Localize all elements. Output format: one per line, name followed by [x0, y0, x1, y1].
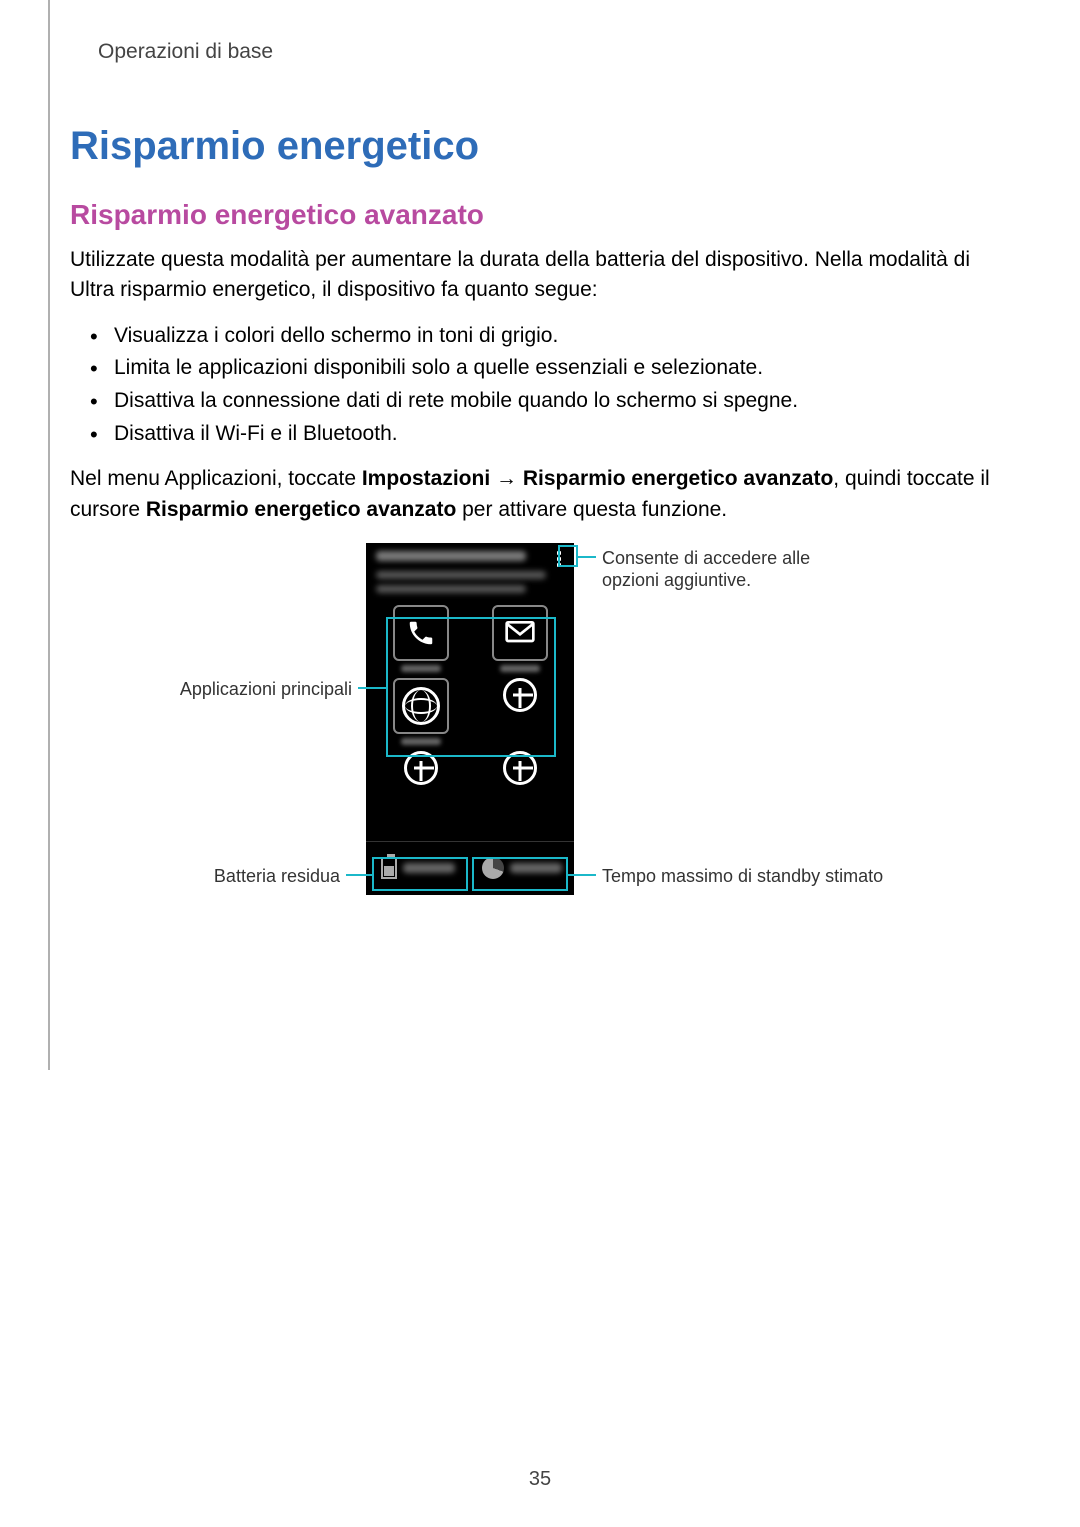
callout-label-standby: Tempo massimo di standby stimato	[602, 865, 922, 888]
breadcrumb: Operazioni di base	[98, 40, 1010, 64]
callout-frame-standby	[472, 857, 568, 891]
text: per attivare questa funzione.	[456, 498, 727, 521]
page-number: 35	[0, 1468, 1080, 1491]
page-content: Operazioni di base Risparmio energetico …	[0, 0, 1080, 923]
instruction-paragraph: Nel menu Applicazioni, toccate Impostazi…	[70, 464, 1010, 525]
bold-text: Impostazioni	[362, 467, 490, 490]
leader-line	[568, 874, 596, 876]
callout-frame-overflow	[558, 545, 578, 567]
heading-1: Risparmio energetico	[70, 124, 1010, 169]
callout-label-battery: Batteria residua	[180, 865, 340, 888]
bold-text: Risparmio energetico avanzato	[523, 467, 833, 490]
bullet-item: Visualizza i colori dello schermo in ton…	[90, 320, 1010, 353]
page-left-rule	[48, 0, 50, 1070]
blur-subtitle	[376, 585, 526, 593]
blur-subtitle	[376, 571, 546, 579]
text: Nel menu Applicazioni, toccate	[70, 467, 362, 490]
callout-label-apps: Applicazioni principali	[130, 678, 352, 701]
bullet-item: Disattiva la connessione dati di rete mo…	[90, 385, 1010, 418]
leader-line	[578, 556, 596, 558]
callout-label-overflow: Consente di accedere alle opzioni aggiun…	[602, 547, 862, 592]
leader-line	[358, 687, 386, 689]
bold-text: Risparmio energetico avanzato	[146, 498, 456, 521]
heading-2: Risparmio energetico avanzato	[70, 199, 1010, 231]
phone-header	[366, 543, 574, 599]
blur-title	[376, 551, 526, 561]
figure: Consente di accedere alle opzioni aggiun…	[70, 543, 1010, 923]
intro-paragraph: Utilizzate questa modalità per aumentare…	[70, 245, 1010, 306]
bullet-item: Disattiva il Wi-Fi e il Bluetooth.	[90, 418, 1010, 451]
leader-line	[346, 874, 372, 876]
callout-frame-battery	[372, 857, 468, 891]
bullet-item: Limita le applicazioni disponibili solo …	[90, 352, 1010, 385]
bullet-list: Visualizza i colori dello schermo in ton…	[90, 320, 1010, 450]
text: →	[490, 467, 523, 490]
callout-frame-apps	[386, 617, 556, 757]
